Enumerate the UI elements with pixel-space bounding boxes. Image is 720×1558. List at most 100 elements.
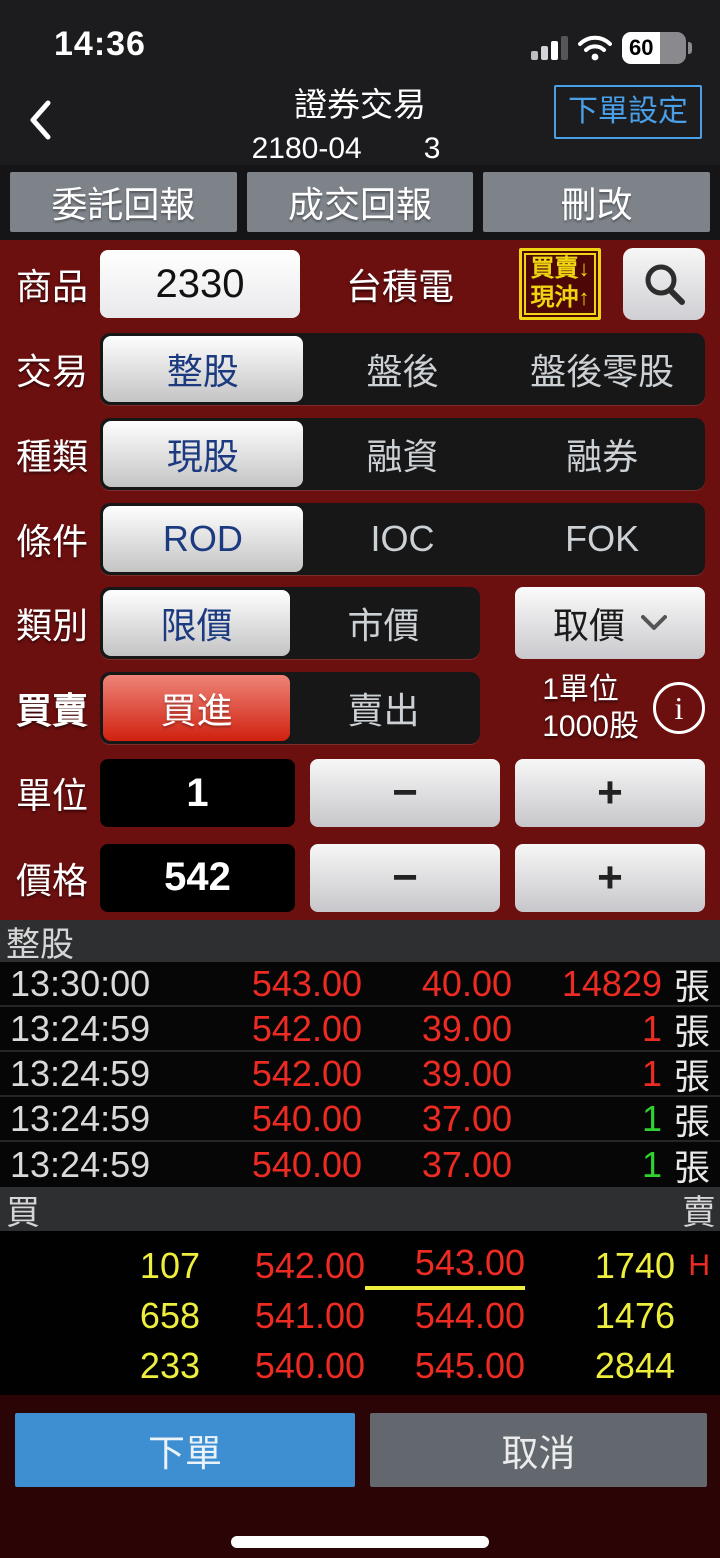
battery-icon: 60: [622, 32, 692, 64]
table-row[interactable]: 13:24:59 540.00 37.00 1 張: [0, 1142, 720, 1188]
tick-change: 39.00: [421, 1052, 512, 1094]
category-row: 種類 現股 融資 融券: [0, 417, 705, 490]
segment-margin-buy[interactable]: 融資: [366, 435, 439, 477]
segment-limit-price[interactable]: 限價: [103, 590, 290, 657]
category-segment: 現股 融資 融券: [100, 417, 705, 490]
table-row[interactable]: 13:24:59 542.00 39.00 1 張: [0, 1052, 720, 1097]
order-book-header: 買 賣: [0, 1187, 720, 1232]
minus-icon: −: [392, 768, 418, 818]
ask-quantity: 1476: [594, 1295, 675, 1336]
table-row[interactable]: 13:24:59 540.00 37.00 1 張: [0, 1097, 720, 1142]
segment-ioc[interactable]: IOC: [370, 517, 435, 559]
product-row: 商品 2330 台積電 買賣 ↓ 現沖 ↑: [0, 248, 705, 320]
order-form: 商品 2330 台積電 買賣 ↓ 現沖 ↑ 交易: [0, 240, 720, 920]
cellular-signal-icon: [531, 36, 568, 60]
tab-order-report[interactable]: 委託回報: [10, 172, 237, 232]
units-row: 單位 1 − +: [0, 758, 705, 828]
cancel-button[interactable]: 取消: [370, 1413, 707, 1487]
up-arrow-icon: ↑: [578, 285, 590, 311]
stock-code-input[interactable]: 2330: [100, 250, 300, 318]
plus-icon: +: [597, 852, 623, 902]
price-type-row: 類別 限價 市價 取價: [0, 587, 705, 660]
segment-after-hours-odd-lot[interactable]: 盤後零股: [530, 350, 675, 392]
segment-short-sell[interactable]: 融券: [566, 435, 639, 477]
chevron-left-icon: [30, 100, 51, 140]
ask-quantity: 1740: [594, 1245, 675, 1286]
trade-type-segment: 整股 盤後 盤後零股: [100, 332, 705, 405]
book-row[interactable]: 107 542.00 543.00 1740 H: [10, 1241, 710, 1291]
tick-volume: 1: [641, 1052, 662, 1094]
tick-unit: 張: [673, 1100, 710, 1142]
units-plus-button[interactable]: +: [515, 759, 705, 828]
order-settings-button[interactable]: 下單設定: [554, 85, 702, 139]
nav-title-block: 證券交易 2180-04 3: [0, 78, 720, 166]
tick-price: 540.00: [251, 1143, 362, 1185]
book-row[interactable]: 658 541.00 544.00 1476: [10, 1291, 710, 1341]
bid-quantity: 658: [139, 1295, 200, 1336]
unit-note: 1單位 1000股: [542, 672, 639, 744]
daytrade-badge[interactable]: 買賣 ↓ 現沖 ↑: [519, 248, 601, 320]
clock: 14:36: [54, 25, 146, 63]
segment-whole-lot[interactable]: 整股: [103, 335, 303, 402]
wifi-icon: [578, 35, 612, 61]
tab-modify-cancel[interactable]: 刪改: [483, 172, 711, 232]
place-order-button[interactable]: 下單: [15, 1413, 355, 1487]
book-row[interactable]: 233 540.00 545.00 2844: [10, 1341, 710, 1391]
segment-market-price[interactable]: 市價: [347, 605, 420, 647]
tick-change: 37.00: [421, 1143, 512, 1185]
segment-fok[interactable]: FOK: [565, 517, 640, 559]
price-plus-button[interactable]: +: [515, 843, 705, 912]
ask-price: 544.00: [414, 1295, 525, 1336]
tick-volume: 14829: [561, 962, 662, 1004]
bid-quantity: 107: [139, 1245, 200, 1286]
price-source-dropdown[interactable]: 取價: [515, 587, 705, 660]
units-label: 單位: [16, 775, 89, 817]
account-suffix: 3: [423, 132, 441, 165]
bottom-action-area: 下單 取消: [0, 1395, 720, 1558]
category-label: 種類: [16, 435, 89, 477]
tick-unit: 張: [673, 965, 710, 1007]
account-number: 2180-04: [251, 132, 362, 165]
segment-buy[interactable]: 買進: [103, 675, 290, 742]
tab-fill-report[interactable]: 成交回報: [246, 172, 474, 232]
search-button[interactable]: [623, 248, 705, 320]
price-input[interactable]: 542: [100, 843, 295, 912]
account-info: 2180-04 3: [0, 132, 706, 166]
search-icon: [645, 264, 685, 305]
page-title: 證券交易: [294, 86, 426, 123]
price-minus-button[interactable]: −: [310, 843, 500, 912]
minus-icon: −: [392, 852, 418, 902]
info-icon[interactable]: i: [653, 682, 705, 735]
stock-name: 台積電: [346, 266, 455, 307]
table-row[interactable]: 13:24:59 542.00 39.00 1 張: [0, 1007, 720, 1052]
price-label: 價格: [16, 859, 89, 901]
segment-after-hours[interactable]: 盤後: [366, 350, 439, 392]
units-minus-button[interactable]: −: [310, 759, 500, 828]
segment-rod[interactable]: ROD: [103, 505, 303, 572]
table-row[interactable]: 13:30:00 543.00 40.00 14829 張: [0, 962, 720, 1007]
bid-price: 542.00: [254, 1245, 365, 1286]
tick-unit: 張: [673, 1146, 710, 1188]
product-label: 商品: [16, 266, 89, 307]
market-section-header: 整股: [0, 920, 720, 964]
tick-price: 540.00: [251, 1097, 362, 1139]
home-indicator[interactable]: [231, 1536, 489, 1548]
tick-time: 13:30:00: [10, 962, 151, 1004]
bid-quantity: 233: [139, 1345, 200, 1386]
tick-time: 13:24:59: [10, 1052, 151, 1094]
trade-type-row: 交易 整股 盤後 盤後零股: [0, 332, 705, 405]
buy-column-header: 買: [6, 1193, 40, 1232]
tick-price: 542.00: [251, 1052, 362, 1094]
condition-row: 條件 ROD IOC FOK: [0, 502, 705, 575]
status-bar: 14:36 60: [0, 0, 720, 70]
side-row: 買賣 買進 賣出 1單位 1000股 i: [0, 672, 705, 745]
units-input[interactable]: 1: [100, 759, 295, 828]
segment-cash[interactable]: 現股: [103, 420, 303, 487]
side-segment: 買進 賣出: [100, 672, 480, 745]
trade-type-label: 交易: [16, 350, 89, 392]
back-button[interactable]: [18, 98, 62, 142]
condition-label: 條件: [16, 520, 89, 562]
segment-sell[interactable]: 賣出: [347, 690, 420, 732]
status-icons: 60: [531, 32, 692, 64]
